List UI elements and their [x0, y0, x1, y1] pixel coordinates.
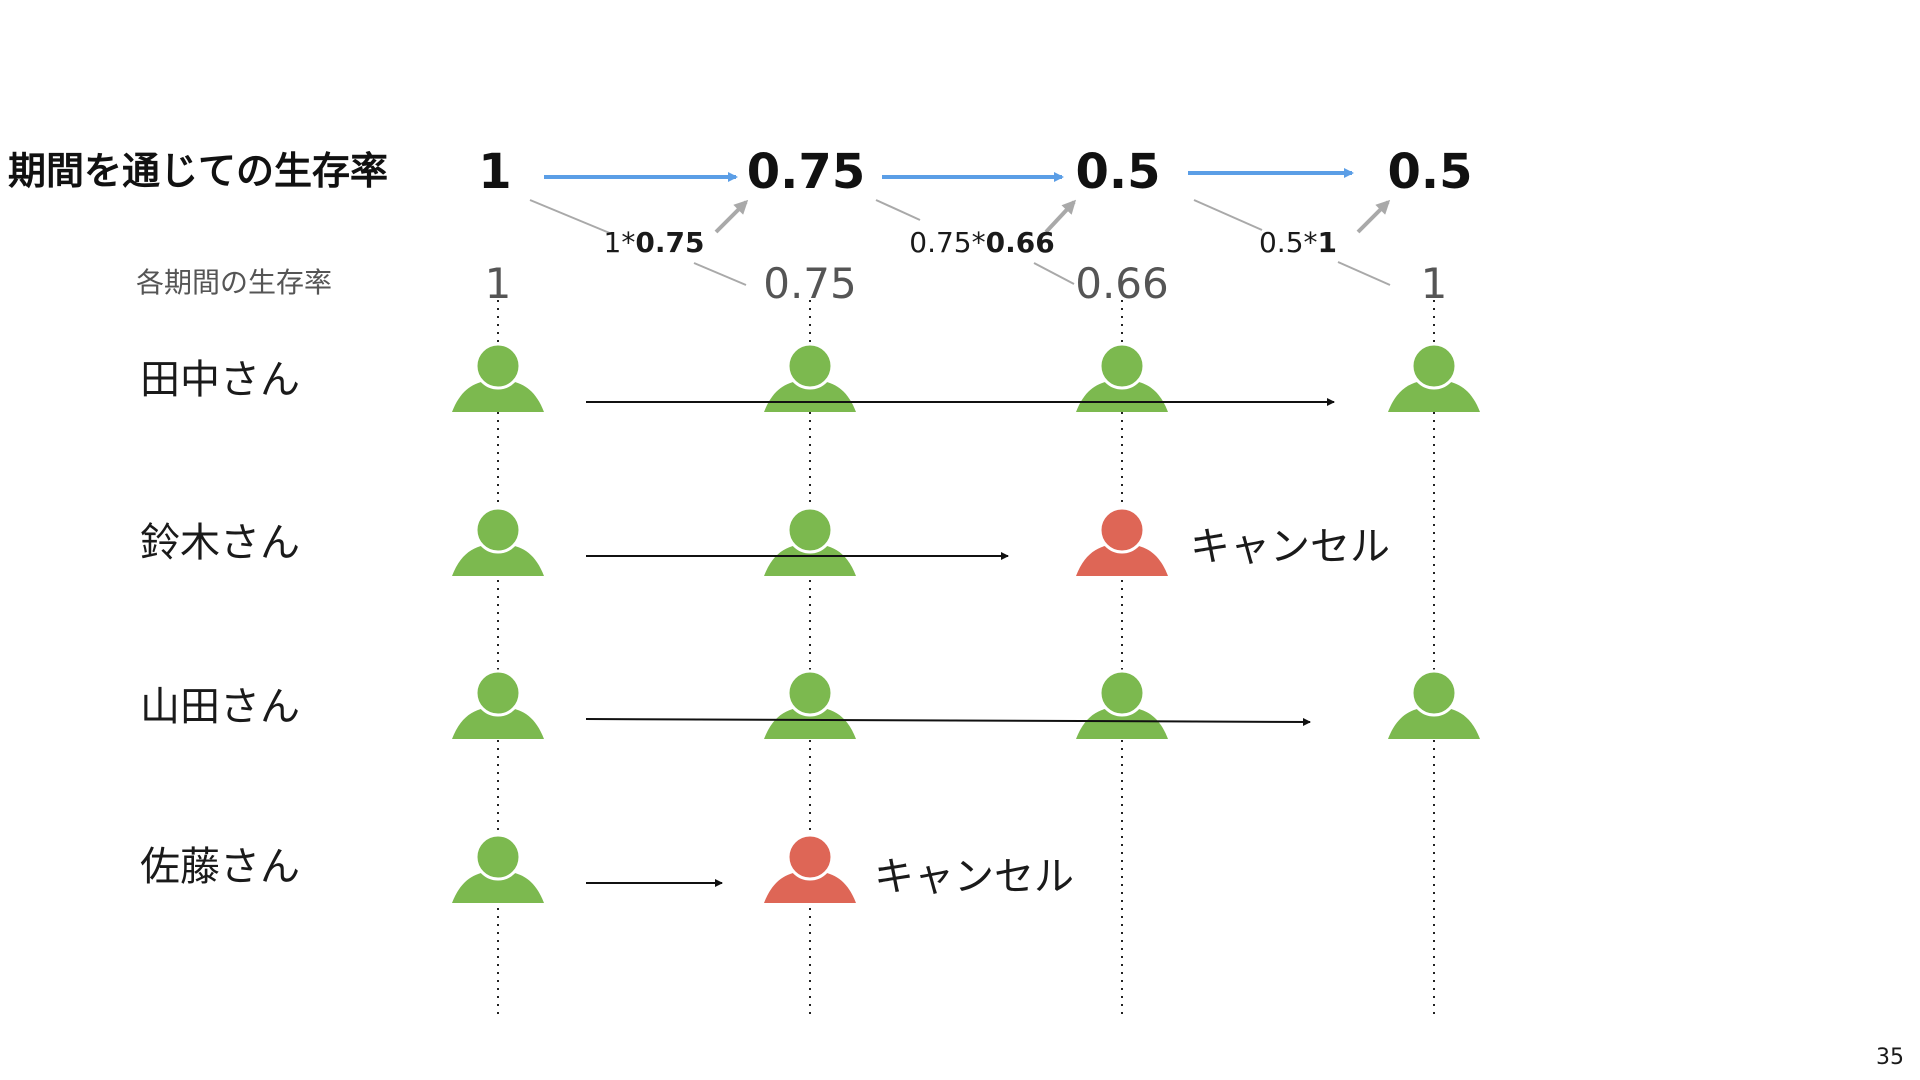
person-head [786, 342, 834, 390]
person-active-icon [1388, 342, 1480, 412]
person-body [452, 380, 544, 412]
cumulative-survival-label: 期間を通じての生存率 [8, 149, 388, 193]
cumulative-value-4: 0.5 [1387, 144, 1472, 200]
formula-3-rate: 1 [1318, 226, 1337, 259]
person-body [1076, 380, 1168, 412]
connector-line [529, 199, 613, 235]
person-name: 鈴木さん [140, 520, 300, 566]
multiply-arrow-1 [714, 199, 749, 234]
formula-3: 0.5*1 [1259, 226, 1337, 259]
person-active-icon [452, 833, 544, 903]
connector-line [693, 262, 747, 286]
page-number: 35 [1876, 1045, 1904, 1070]
cancel-label: キャンセル [1190, 524, 1390, 570]
period-value-1: 1 [485, 259, 512, 308]
person-body [764, 544, 856, 576]
formula-1: 1*0.75 [604, 226, 705, 259]
timeline-arrow [585, 717, 1311, 726]
person-name: 田中さん [140, 357, 300, 403]
person-body [452, 707, 544, 739]
multiply-arrow-3 [1356, 199, 1391, 234]
person-row-sato: 佐藤さん キャンセル [140, 833, 1074, 903]
person-head [474, 669, 522, 717]
formula-1-rate: 0.75 [635, 226, 704, 259]
connector-line [1033, 262, 1075, 285]
cumulative-value-2: 0.75 [747, 144, 865, 200]
period-value-3: 0.66 [1075, 259, 1169, 308]
person-active-icon [452, 342, 544, 412]
period-survival-label: 各期間の生存率 [136, 266, 332, 299]
person-body [1388, 380, 1480, 412]
person-head [1410, 342, 1458, 390]
person-head [786, 506, 834, 554]
person-active-icon [764, 506, 856, 576]
person-active-icon [764, 342, 856, 412]
formula-2-factor: 0.75* [909, 226, 985, 259]
person-head [1410, 669, 1458, 717]
period-value-4: 1 [1421, 259, 1448, 308]
person-head [786, 833, 834, 881]
person-active-icon [764, 669, 856, 739]
person-cancelled-icon [1076, 506, 1168, 576]
person-body [764, 380, 856, 412]
formula-3-factor: 0.5* [1259, 226, 1318, 259]
person-head [1098, 342, 1146, 390]
formula-2-rate: 0.66 [986, 226, 1055, 259]
person-cancelled-icon [764, 833, 856, 903]
multiply-connectors [529, 199, 1391, 286]
formula-2: 0.75*0.66 [909, 226, 1054, 259]
person-head [1098, 506, 1146, 554]
person-head [786, 669, 834, 717]
person-body [1076, 707, 1168, 739]
person-row-yamada: 山田さん [140, 669, 1480, 739]
connector-line [875, 199, 921, 221]
person-head [1098, 669, 1146, 717]
person-name: 山田さん [140, 684, 300, 730]
person-row-tanaka: 田中さん [140, 342, 1480, 412]
person-active-icon [1076, 342, 1168, 412]
person-name: 佐藤さん [140, 844, 300, 890]
multiply-arrow-2 [1044, 199, 1077, 234]
person-body [1076, 544, 1168, 576]
person-body [452, 871, 544, 903]
person-active-icon [1076, 669, 1168, 739]
person-body [1388, 707, 1480, 739]
person-body [764, 707, 856, 739]
person-body [452, 544, 544, 576]
person-head [474, 342, 522, 390]
formula-1-factor: 1* [604, 226, 636, 259]
person-head [474, 506, 522, 554]
person-active-icon [452, 669, 544, 739]
connector-line [1193, 199, 1263, 231]
person-active-icon [452, 506, 544, 576]
cumulative-value-1: 1 [478, 144, 511, 200]
person-row-suzuki: 鈴木さん キャンセル [140, 506, 1390, 576]
person-active-icon [1388, 669, 1480, 739]
period-guides [497, 300, 1435, 1018]
person-body [764, 871, 856, 903]
period-value-2: 0.75 [763, 259, 857, 308]
cancel-label: キャンセル [874, 854, 1074, 900]
cumulative-value-3: 0.5 [1075, 144, 1160, 200]
person-head [474, 833, 522, 881]
connector-line [1337, 261, 1391, 286]
